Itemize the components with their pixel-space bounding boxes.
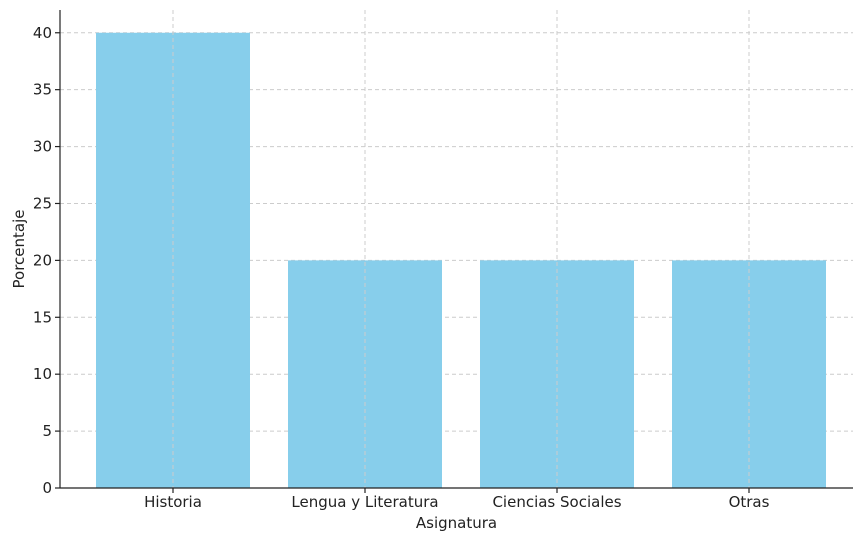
y-tick-label: 5 xyxy=(42,422,52,440)
y-ticks: 0 5 10 15 20 25 30 35 40 xyxy=(33,24,60,497)
y-tick-label: 20 xyxy=(33,251,52,269)
y-axis-title: Porcentaje xyxy=(10,210,28,289)
y-tick-label: 25 xyxy=(33,194,52,212)
x-tick-label: Lengua y Literatura xyxy=(291,493,438,511)
x-tick-label: Otras xyxy=(729,493,770,511)
y-tick-label: 30 xyxy=(33,138,52,156)
y-tick-label: 10 xyxy=(33,365,52,383)
x-tick-label: Historia xyxy=(144,493,202,511)
y-tick-label: 35 xyxy=(33,81,52,99)
y-tick-label: 0 xyxy=(42,479,52,497)
vertical-grid xyxy=(172,10,750,488)
y-tick-label: 40 xyxy=(33,24,52,42)
x-axis-title: Asignatura xyxy=(416,514,497,532)
y-tick-label: 15 xyxy=(33,308,52,326)
x-ticks: Historia Lengua y Literatura Ciencias Soci… xyxy=(144,488,770,511)
x-tick-label: Ciencias Sociales xyxy=(492,493,621,511)
